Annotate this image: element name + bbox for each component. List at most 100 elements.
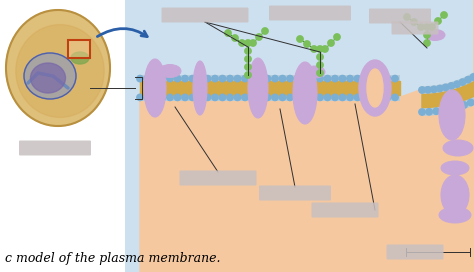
Circle shape bbox=[384, 94, 391, 101]
Polygon shape bbox=[422, 0, 474, 107]
Ellipse shape bbox=[193, 61, 207, 115]
Bar bbox=[140, 75, 400, 101]
Circle shape bbox=[317, 75, 323, 82]
Circle shape bbox=[245, 48, 252, 54]
Circle shape bbox=[354, 94, 361, 101]
Circle shape bbox=[245, 39, 252, 47]
Circle shape bbox=[392, 94, 398, 101]
Circle shape bbox=[369, 75, 376, 82]
Circle shape bbox=[272, 94, 278, 101]
Circle shape bbox=[227, 75, 233, 82]
Circle shape bbox=[347, 94, 353, 101]
Circle shape bbox=[440, 11, 447, 18]
Circle shape bbox=[249, 75, 255, 82]
Ellipse shape bbox=[24, 53, 76, 99]
Circle shape bbox=[332, 94, 338, 101]
Circle shape bbox=[465, 76, 471, 83]
Circle shape bbox=[231, 35, 238, 42]
Circle shape bbox=[468, 99, 474, 106]
Circle shape bbox=[262, 27, 268, 35]
Ellipse shape bbox=[443, 140, 473, 156]
Circle shape bbox=[242, 94, 248, 101]
Polygon shape bbox=[422, 0, 474, 115]
Bar bbox=[125, 0, 474, 272]
Ellipse shape bbox=[425, 29, 445, 41]
Ellipse shape bbox=[367, 69, 383, 107]
Circle shape bbox=[197, 94, 203, 101]
Circle shape bbox=[423, 32, 430, 39]
Circle shape bbox=[204, 94, 211, 101]
Circle shape bbox=[332, 75, 338, 82]
Circle shape bbox=[354, 75, 361, 82]
Circle shape bbox=[461, 102, 467, 108]
FancyBboxPatch shape bbox=[392, 21, 438, 35]
Ellipse shape bbox=[144, 59, 166, 117]
Circle shape bbox=[144, 94, 151, 101]
Circle shape bbox=[470, 74, 474, 80]
Circle shape bbox=[431, 86, 437, 92]
Circle shape bbox=[287, 75, 293, 82]
Circle shape bbox=[302, 75, 308, 82]
Ellipse shape bbox=[6, 10, 110, 126]
Circle shape bbox=[249, 39, 256, 47]
Ellipse shape bbox=[30, 63, 65, 93]
Circle shape bbox=[257, 75, 263, 82]
Circle shape bbox=[197, 75, 203, 82]
Circle shape bbox=[189, 75, 196, 82]
Circle shape bbox=[310, 75, 316, 82]
Circle shape bbox=[317, 70, 323, 76]
Circle shape bbox=[447, 106, 454, 112]
Circle shape bbox=[339, 94, 346, 101]
Circle shape bbox=[440, 107, 447, 113]
FancyBboxPatch shape bbox=[180, 171, 256, 186]
Circle shape bbox=[403, 14, 410, 20]
Circle shape bbox=[159, 94, 166, 101]
Circle shape bbox=[317, 54, 323, 60]
Circle shape bbox=[324, 75, 331, 82]
Circle shape bbox=[174, 75, 181, 82]
Circle shape bbox=[264, 94, 271, 101]
Circle shape bbox=[264, 75, 271, 82]
Circle shape bbox=[182, 94, 188, 101]
Circle shape bbox=[310, 94, 316, 101]
Circle shape bbox=[362, 94, 368, 101]
Circle shape bbox=[238, 39, 246, 47]
Circle shape bbox=[317, 45, 323, 52]
Circle shape bbox=[137, 94, 143, 101]
Circle shape bbox=[297, 36, 303, 42]
Circle shape bbox=[369, 94, 376, 101]
Circle shape bbox=[321, 45, 328, 52]
Circle shape bbox=[255, 33, 263, 41]
Circle shape bbox=[419, 109, 425, 115]
Circle shape bbox=[425, 87, 431, 93]
Circle shape bbox=[377, 94, 383, 101]
Circle shape bbox=[167, 94, 173, 101]
Circle shape bbox=[328, 39, 335, 47]
FancyBboxPatch shape bbox=[162, 8, 248, 23]
Ellipse shape bbox=[71, 52, 89, 64]
Circle shape bbox=[418, 23, 425, 30]
Bar bbox=[140, 82, 400, 95]
Circle shape bbox=[234, 75, 241, 82]
Circle shape bbox=[294, 75, 301, 82]
Circle shape bbox=[152, 94, 158, 101]
Bar bbox=[68, 40, 90, 58]
Circle shape bbox=[249, 94, 255, 101]
Ellipse shape bbox=[159, 64, 181, 78]
Circle shape bbox=[448, 83, 455, 89]
Circle shape bbox=[317, 94, 323, 101]
Ellipse shape bbox=[359, 60, 391, 116]
Circle shape bbox=[435, 17, 441, 24]
Circle shape bbox=[433, 108, 439, 115]
FancyBboxPatch shape bbox=[19, 141, 91, 156]
Circle shape bbox=[174, 94, 181, 101]
Circle shape bbox=[159, 75, 166, 82]
Circle shape bbox=[257, 94, 263, 101]
Circle shape bbox=[204, 75, 211, 82]
FancyBboxPatch shape bbox=[269, 5, 351, 20]
Circle shape bbox=[279, 94, 286, 101]
Circle shape bbox=[245, 72, 252, 79]
Text: c model of the plasma membrane.: c model of the plasma membrane. bbox=[5, 252, 220, 265]
Circle shape bbox=[410, 18, 418, 26]
Circle shape bbox=[219, 94, 226, 101]
